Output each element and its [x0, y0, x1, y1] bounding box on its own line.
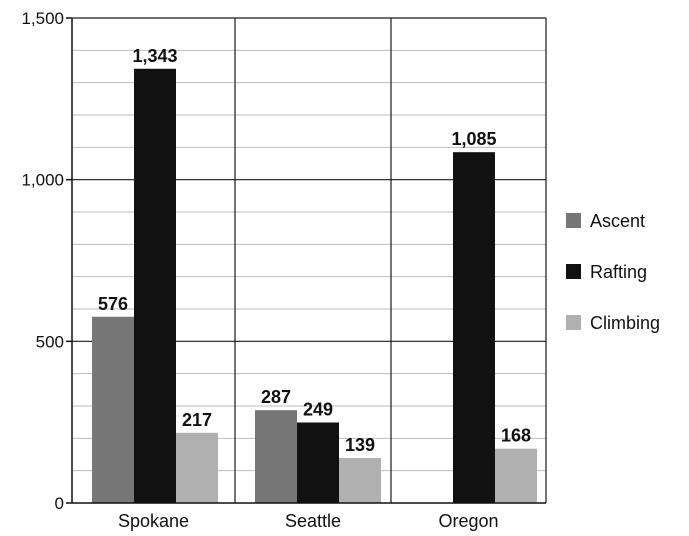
data-label: 1,085: [451, 129, 496, 149]
data-label: 217: [182, 410, 212, 430]
bar-rafting-spokane: [134, 68, 176, 503]
y-tick-label: 1,000: [21, 171, 64, 190]
x-axis-tick-labels: Spokane Seattle Oregon: [118, 511, 499, 531]
x-tick-label: Oregon: [438, 511, 498, 531]
y-axis-tick-labels: 0 500 1,000 1,500: [21, 9, 64, 513]
bar-rafting-oregon: [453, 152, 495, 503]
y-tick-label: 0: [55, 494, 64, 513]
data-label: 139: [345, 435, 375, 455]
x-tick-label: Seattle: [285, 511, 341, 531]
data-labels-group: 576 1,343 217 287 249 139 1,085 168: [98, 46, 531, 455]
bar-climbing-spokane: [176, 432, 218, 503]
data-label: 1,343: [132, 46, 177, 66]
axes-group: [66, 17, 546, 504]
data-label: 249: [303, 399, 333, 419]
legend-swatch-rafting: [566, 264, 581, 279]
legend-label-ascent: Ascent: [590, 211, 645, 231]
y-tick-label: 500: [36, 332, 64, 351]
legend: Ascent Rafting Climbing: [566, 211, 660, 333]
bars-group: [92, 68, 537, 503]
legend-label-rafting: Rafting: [590, 262, 647, 282]
bar-ascent-spokane: [92, 316, 134, 503]
bar-rafting-seattle: [297, 422, 339, 503]
bar-climbing-oregon: [495, 448, 537, 503]
x-tick-label: Spokane: [118, 511, 189, 531]
legend-swatch-ascent: [566, 213, 581, 228]
legend-swatch-climbing: [566, 315, 581, 330]
legend-label-climbing: Climbing: [590, 313, 660, 333]
y-tick-label: 1,500: [21, 9, 64, 28]
data-label: 287: [261, 387, 291, 407]
bar-climbing-seattle: [339, 458, 381, 503]
data-label: 168: [501, 426, 531, 446]
data-label: 576: [98, 294, 128, 314]
bar-ascent-seattle: [255, 410, 297, 503]
